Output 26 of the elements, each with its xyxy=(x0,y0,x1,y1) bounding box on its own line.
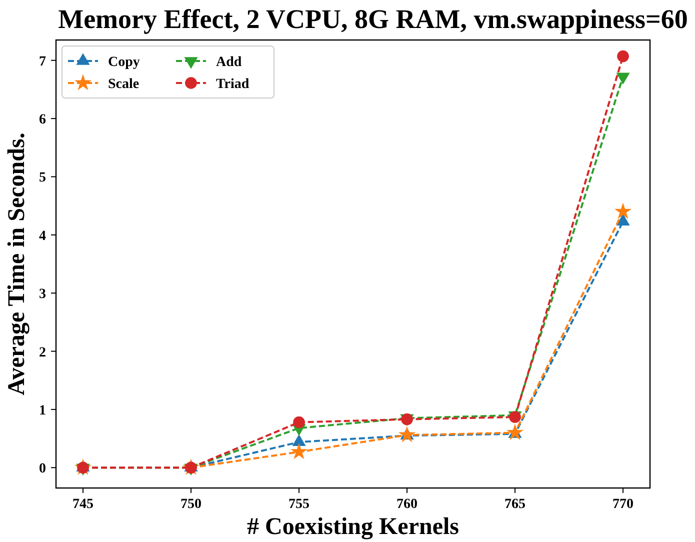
point xyxy=(292,434,306,446)
y-axis-title: Average Time in Seconds. xyxy=(4,132,30,396)
x-tick-label: 745 xyxy=(72,497,94,512)
y-tick-label: 4 xyxy=(39,228,46,244)
legend-label: Copy xyxy=(108,55,140,70)
x-tick-label: 755 xyxy=(288,497,310,512)
chart-title: Memory Effect, 2 VCPU, 8G RAM, vm.swappiness=60 xyxy=(58,4,688,34)
point xyxy=(617,50,629,62)
legend-label: Scale xyxy=(108,77,140,92)
legend-label: Add xyxy=(216,55,242,70)
x-tick-label: 760 xyxy=(396,497,418,512)
x-tick-label: 765 xyxy=(504,497,526,512)
legend-label: Triad xyxy=(216,77,250,92)
y-tick-label: 7 xyxy=(39,54,46,70)
point xyxy=(614,202,632,219)
y-tick-label: 2 xyxy=(39,345,46,360)
point xyxy=(293,416,305,428)
y-tick-label: 1 xyxy=(39,403,46,418)
x-tick-label: 770 xyxy=(612,497,634,512)
x-tick-label: 750 xyxy=(180,497,202,512)
y-tick-label: 0 xyxy=(39,462,46,477)
y-tick-label: 3 xyxy=(39,287,46,302)
x-axis-title: # Coexisting Kernels xyxy=(247,514,459,540)
y-tick-label: 6 xyxy=(39,112,46,128)
y-tick-label: 5 xyxy=(39,170,46,186)
point xyxy=(290,442,308,460)
